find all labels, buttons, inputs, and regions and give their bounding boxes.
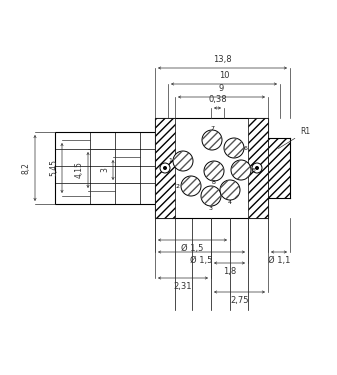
Circle shape bbox=[220, 180, 240, 200]
Circle shape bbox=[173, 151, 193, 171]
Circle shape bbox=[224, 138, 244, 158]
Text: 4: 4 bbox=[228, 200, 232, 204]
Text: 5: 5 bbox=[251, 168, 255, 172]
Circle shape bbox=[252, 163, 262, 173]
Text: Ø 1,1: Ø 1,1 bbox=[268, 256, 290, 265]
Circle shape bbox=[204, 161, 224, 181]
Text: 10: 10 bbox=[219, 71, 229, 80]
Text: 8,2: 8,2 bbox=[22, 162, 31, 174]
Text: Ø 1,5: Ø 1,5 bbox=[181, 244, 204, 253]
Text: 4,15: 4,15 bbox=[75, 162, 84, 178]
Text: 9: 9 bbox=[219, 84, 224, 93]
Text: 3: 3 bbox=[100, 168, 109, 172]
Text: 0,38: 0,38 bbox=[208, 95, 227, 104]
Text: 1: 1 bbox=[168, 159, 172, 164]
Text: 2: 2 bbox=[176, 183, 180, 189]
Bar bbox=[268, 138, 290, 198]
Circle shape bbox=[163, 166, 167, 170]
Text: R1: R1 bbox=[278, 128, 310, 148]
Text: 13,8: 13,8 bbox=[213, 55, 232, 64]
Bar bbox=[248, 118, 268, 218]
Text: 2,31: 2,31 bbox=[174, 282, 192, 291]
Text: Ø 1,5: Ø 1,5 bbox=[190, 256, 213, 265]
Text: 6: 6 bbox=[244, 146, 248, 150]
Circle shape bbox=[160, 163, 170, 173]
Text: 8: 8 bbox=[212, 180, 216, 186]
Text: 7: 7 bbox=[210, 126, 214, 130]
Circle shape bbox=[255, 166, 259, 170]
Circle shape bbox=[231, 160, 251, 180]
Bar bbox=[55, 132, 175, 204]
Circle shape bbox=[181, 176, 201, 196]
Text: 5,45: 5,45 bbox=[49, 159, 58, 177]
Text: 2,75: 2,75 bbox=[230, 296, 249, 305]
Bar bbox=[155, 118, 175, 218]
Text: 1,8: 1,8 bbox=[223, 267, 236, 276]
Bar bbox=[155, 118, 268, 218]
Circle shape bbox=[201, 186, 221, 206]
Text: 3: 3 bbox=[209, 206, 213, 210]
Circle shape bbox=[202, 130, 222, 150]
